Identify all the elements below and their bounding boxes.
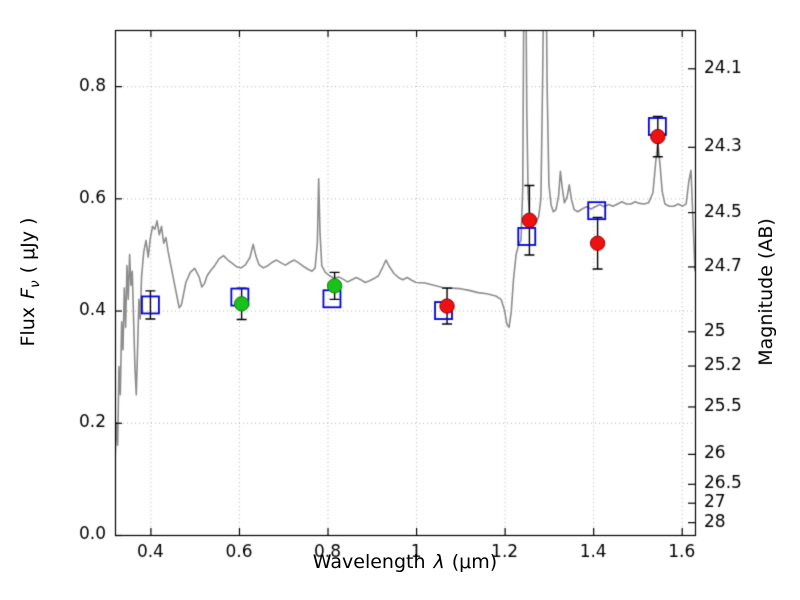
flux-label-text: Flux [17,306,40,347]
right-y-axis-label: Magnitude (AB) [755,218,777,366]
x-axis-label: Wavelength λ (μm) [115,551,695,573]
nu-subscript: ν [26,280,43,289]
x-axis-units: (μm) [451,551,498,573]
lambda-symbol: λ [433,551,445,573]
left-y-axis-label: Flux Fν ( μJy ) [17,218,43,347]
magnitude-label-text: Magnitude (AB) [755,218,777,366]
flux-units: ( μJy ) [17,217,40,274]
flux-symbol: F [17,288,40,299]
x-axis-label-text: Wavelength [312,551,426,573]
